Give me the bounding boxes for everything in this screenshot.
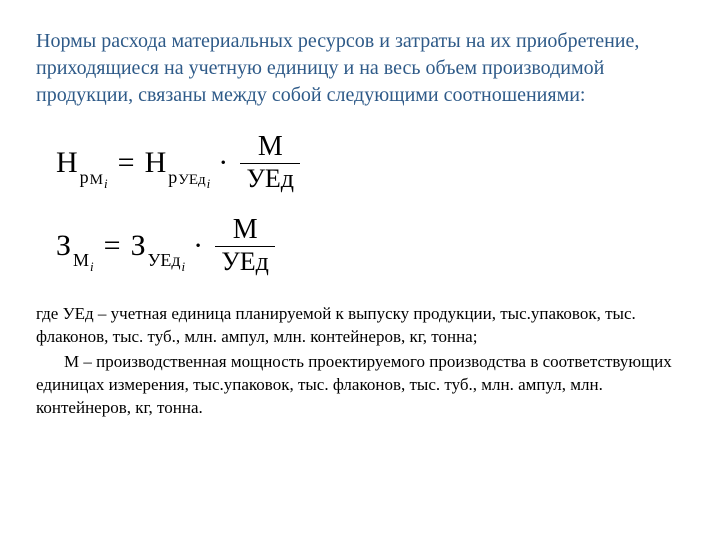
f1-fraction: М УЕд xyxy=(240,133,300,192)
f1-rhs-sub1: р xyxy=(168,168,177,186)
f2-rhs-sub1: УЕд xyxy=(148,251,181,269)
f2-lhs-sub1: М xyxy=(73,251,89,269)
equals: = xyxy=(104,231,121,261)
f1-rhs-main: Н xyxy=(145,148,167,178)
explain-line-2: М – производственная мощность проектируе… xyxy=(36,351,684,420)
f2-denominator: УЕд xyxy=(215,246,275,275)
f1-lhs-sub1: р xyxy=(80,168,89,186)
f1-lhs-sub2b: i xyxy=(104,177,108,190)
f2-rhs-var: З УЕд i xyxy=(131,231,186,261)
multiply-dot: · xyxy=(193,231,203,261)
f2-rhs-sub1b: i xyxy=(182,260,186,273)
f2-lhs: З М i xyxy=(56,231,94,261)
formula-1: Н р М i = Н р УЕд i · М УЕд xyxy=(56,133,684,192)
f2-lhs-main: З xyxy=(56,231,71,261)
f1-rhs-var: Н р УЕд i xyxy=(145,148,211,178)
f2-numerator: М xyxy=(227,216,264,246)
f2-lhs-sub1b: i xyxy=(90,260,94,273)
f2-rhs-main: З xyxy=(131,231,146,261)
f1-lhs-sub2a: М xyxy=(90,173,103,188)
formula-block: Н р М i = Н р УЕд i · М УЕд З М i = З УЕ… xyxy=(36,133,684,275)
multiply-dot: · xyxy=(218,148,228,178)
f1-rhs-sub2b: i xyxy=(207,177,211,190)
f1-lhs: Н р М i xyxy=(56,148,108,178)
formula-2: З М i = З УЕд i · М УЕд xyxy=(56,216,684,275)
equals: = xyxy=(118,148,135,178)
title-paragraph: Нормы расхода материальных ресурсов и за… xyxy=(36,28,684,109)
f1-lhs-main: Н xyxy=(56,148,78,178)
explain-line-1: где УЕд – учетная единица планируемой к … xyxy=(36,303,684,349)
f2-fraction: М УЕд xyxy=(215,216,275,275)
f1-denominator: УЕд xyxy=(240,163,300,192)
f1-numerator: М xyxy=(252,133,289,163)
explanation-block: где УЕд – учетная единица планируемой к … xyxy=(36,303,684,420)
f1-rhs-sub2a: УЕд xyxy=(178,173,205,188)
